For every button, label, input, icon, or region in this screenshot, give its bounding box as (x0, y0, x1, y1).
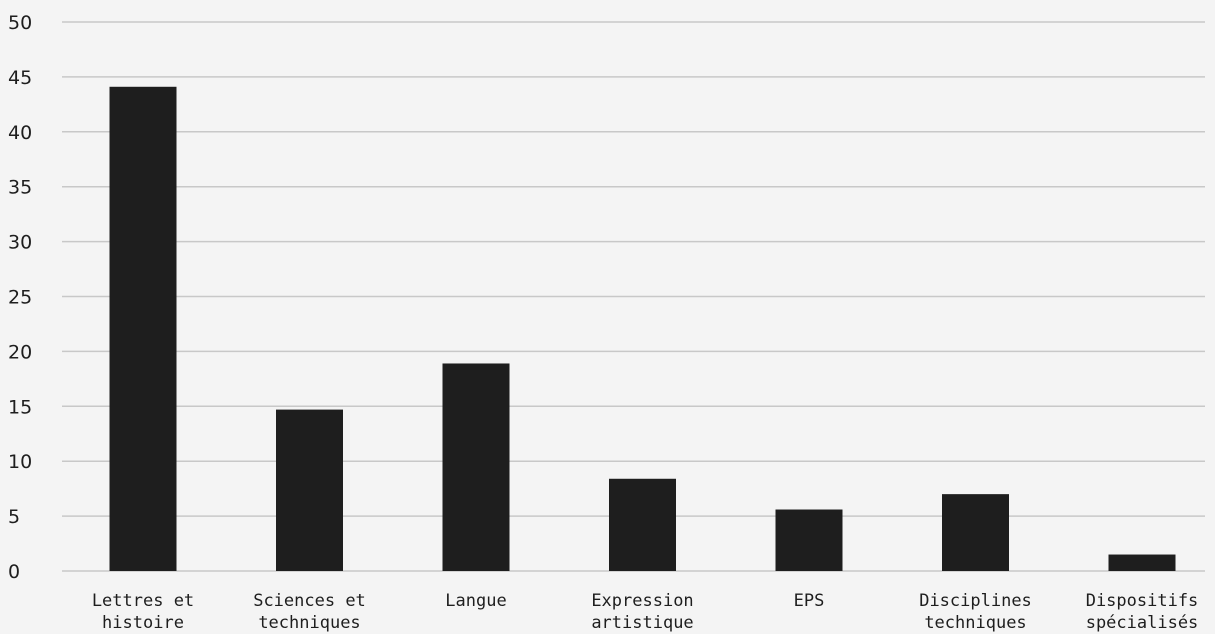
x-tick-label-line: Sciences et (253, 591, 366, 611)
bar-3 (609, 478, 676, 571)
x-tick-label-4: EPS (794, 591, 825, 611)
x-tick-label-line: Langue (445, 591, 506, 611)
x-tick-label-line: Disciplines (919, 591, 1032, 611)
bar-1 (276, 409, 343, 571)
x-tick-label-2: Langue (445, 591, 506, 611)
y-tick-label-25: 25 (8, 287, 32, 309)
y-tick-label-0: 0 (8, 561, 20, 583)
bar-2 (442, 363, 510, 571)
x-tick-label-line: EPS (794, 591, 825, 611)
x-tick-label-6: Dispositifs spécialisés (1086, 591, 1199, 633)
x-tick-label-0: Lettres et histoire (92, 591, 194, 633)
x-tick-label-1: Sciences et techniques (253, 591, 366, 633)
x-tick-label-line: techniques (258, 613, 360, 633)
y-tick-label-10: 10 (8, 451, 32, 473)
y-tick-label-45: 45 (8, 67, 32, 89)
gridlines (62, 21, 1205, 572)
y-tick-label-20: 20 (8, 341, 32, 363)
y-tick-label-5: 5 (8, 506, 20, 528)
y-tick-label-50: 50 (8, 12, 32, 34)
bars (109, 86, 1176, 572)
bar-4 (775, 509, 843, 571)
bar-5 (942, 494, 1009, 571)
x-tick-label-line: Dispositifs (1086, 591, 1199, 611)
y-tick-label-35: 35 (8, 177, 32, 199)
bar-0 (109, 86, 177, 572)
x-tick-label-line: Lettres et (92, 591, 194, 611)
y-tick-label-40: 40 (8, 122, 32, 144)
bar-6 (1108, 554, 1176, 571)
x-tick-label-line: artistique (591, 613, 693, 633)
y-tick-label-15: 15 (8, 396, 32, 418)
x-tick-label-line: Expression (591, 591, 693, 611)
y-tick-label-30: 30 (8, 232, 32, 254)
x-tick-label-line: histoire (102, 613, 184, 633)
x-tick-label-3: Expression artistique (591, 591, 693, 633)
x-tick-label-5: Disciplines techniques (919, 591, 1032, 633)
x-tick-label-line: spécialisés (1086, 613, 1199, 633)
y-axis-ticks: 0 5 10 15 20 25 30 35 40 45 50 (8, 12, 32, 583)
x-tick-label-line: techniques (924, 613, 1026, 633)
